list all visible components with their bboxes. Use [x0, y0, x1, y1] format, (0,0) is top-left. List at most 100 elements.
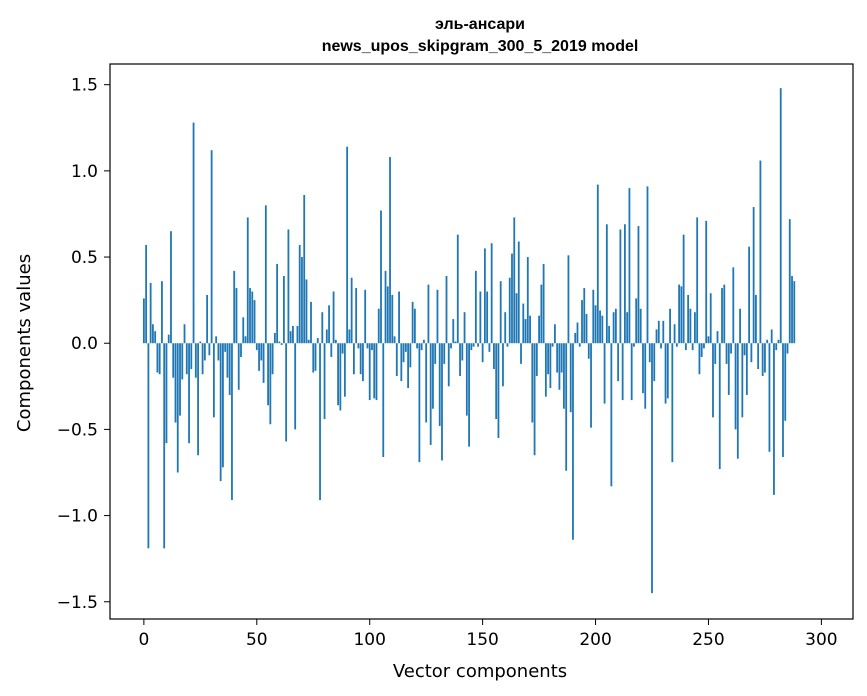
bar-2: [147, 343, 150, 549]
bar-144: [468, 343, 470, 447]
bar-87: [339, 343, 342, 411]
bar-209: [614, 308, 617, 344]
bar-219: [637, 226, 640, 344]
bar-138: [454, 341, 457, 344]
bar-140: [459, 343, 461, 376]
bar-172: [531, 343, 534, 423]
bar-3: [149, 282, 152, 344]
bar-251: [709, 293, 712, 344]
bar-125: [425, 343, 428, 423]
x-tick-label: 0: [138, 630, 149, 650]
bar-214: [626, 312, 629, 344]
bar-157: [497, 343, 500, 439]
bar-221: [642, 343, 644, 394]
bar-184: [558, 343, 561, 390]
bar-50: [255, 343, 258, 351]
bar-129: [434, 343, 437, 364]
bar-57: [271, 343, 274, 375]
bar-139: [456, 234, 459, 344]
bar-25: [199, 341, 202, 344]
bar-37: [226, 343, 229, 378]
bar-236: [675, 343, 678, 347]
bar-72: [305, 279, 308, 344]
bar-227: [655, 329, 658, 344]
bar-194: [581, 300, 583, 344]
bar-242: [689, 308, 692, 344]
bar-77: [316, 338, 319, 344]
bar-218: [635, 298, 638, 344]
x-tick-label: 250: [692, 630, 724, 650]
bar-35: [222, 343, 224, 468]
bar-83: [330, 343, 333, 358]
bar-115: [402, 343, 405, 363]
bar-102: [373, 343, 376, 399]
bar-39: [231, 343, 233, 501]
x-tick-label: 50: [246, 630, 268, 650]
bar-104: [377, 308, 380, 344]
bar-29: [208, 343, 211, 356]
bar-18: [183, 324, 186, 344]
y-tick-label: −1.5: [57, 593, 98, 613]
bar-105: [380, 210, 382, 344]
bar-159: [502, 343, 504, 387]
bar-176: [540, 284, 543, 344]
bar-84: [332, 291, 335, 344]
bar-146: [472, 343, 475, 347]
bar-282: [779, 88, 782, 344]
bar-124: [423, 339, 425, 344]
bar-149: [479, 291, 482, 344]
bar-148: [477, 343, 480, 347]
bar-99: [366, 343, 369, 349]
bar-60: [278, 341, 281, 344]
bar-197: [587, 343, 590, 359]
bar-269: [750, 343, 753, 363]
bar-56: [269, 343, 272, 425]
bar-265: [741, 343, 744, 418]
bar-207: [610, 343, 613, 487]
bar-143: [465, 343, 468, 416]
bar-141: [461, 343, 464, 361]
bar-107: [384, 270, 387, 344]
bar-59: [276, 263, 279, 344]
bar-8: [161, 281, 163, 344]
bar-174: [535, 343, 538, 376]
bar-100: [368, 343, 371, 401]
bar-142: [463, 312, 466, 344]
bar-257: [723, 284, 726, 344]
bar-195: [583, 288, 586, 344]
bar-103: [375, 343, 378, 401]
bar-32: [215, 336, 218, 344]
bar-19: [185, 343, 188, 375]
bar-12: [170, 231, 172, 344]
bar-106: [382, 343, 385, 457]
bar-278: [770, 329, 773, 344]
bar-54: [264, 205, 267, 344]
bar-81: [325, 329, 328, 344]
bar-186: [563, 343, 565, 409]
bar-258: [725, 343, 728, 364]
bar-1: [145, 244, 148, 344]
bar-85: [334, 339, 337, 344]
bar-38: [228, 343, 231, 395]
x-axis: 0 50 100 150 200 250 300: [138, 619, 838, 650]
bar-173: [533, 343, 536, 456]
bar-4: [152, 324, 154, 344]
bar-156: [495, 343, 498, 420]
bar-248: [703, 343, 705, 349]
bar-23: [194, 343, 197, 378]
bar-15: [176, 343, 179, 473]
bar-82: [328, 305, 330, 344]
bar-168: [522, 303, 525, 344]
bar-17: [181, 343, 184, 380]
bar-199: [592, 289, 595, 344]
bar-187: [565, 343, 568, 471]
bar-95: [357, 343, 360, 349]
y-tick-label: 0.0: [71, 334, 98, 354]
bar-158: [499, 281, 502, 344]
bar-series: [142, 88, 796, 594]
bar-272: [757, 343, 760, 370]
bar-122: [418, 343, 421, 463]
bar-245: [696, 217, 699, 344]
bar-117: [407, 343, 410, 389]
